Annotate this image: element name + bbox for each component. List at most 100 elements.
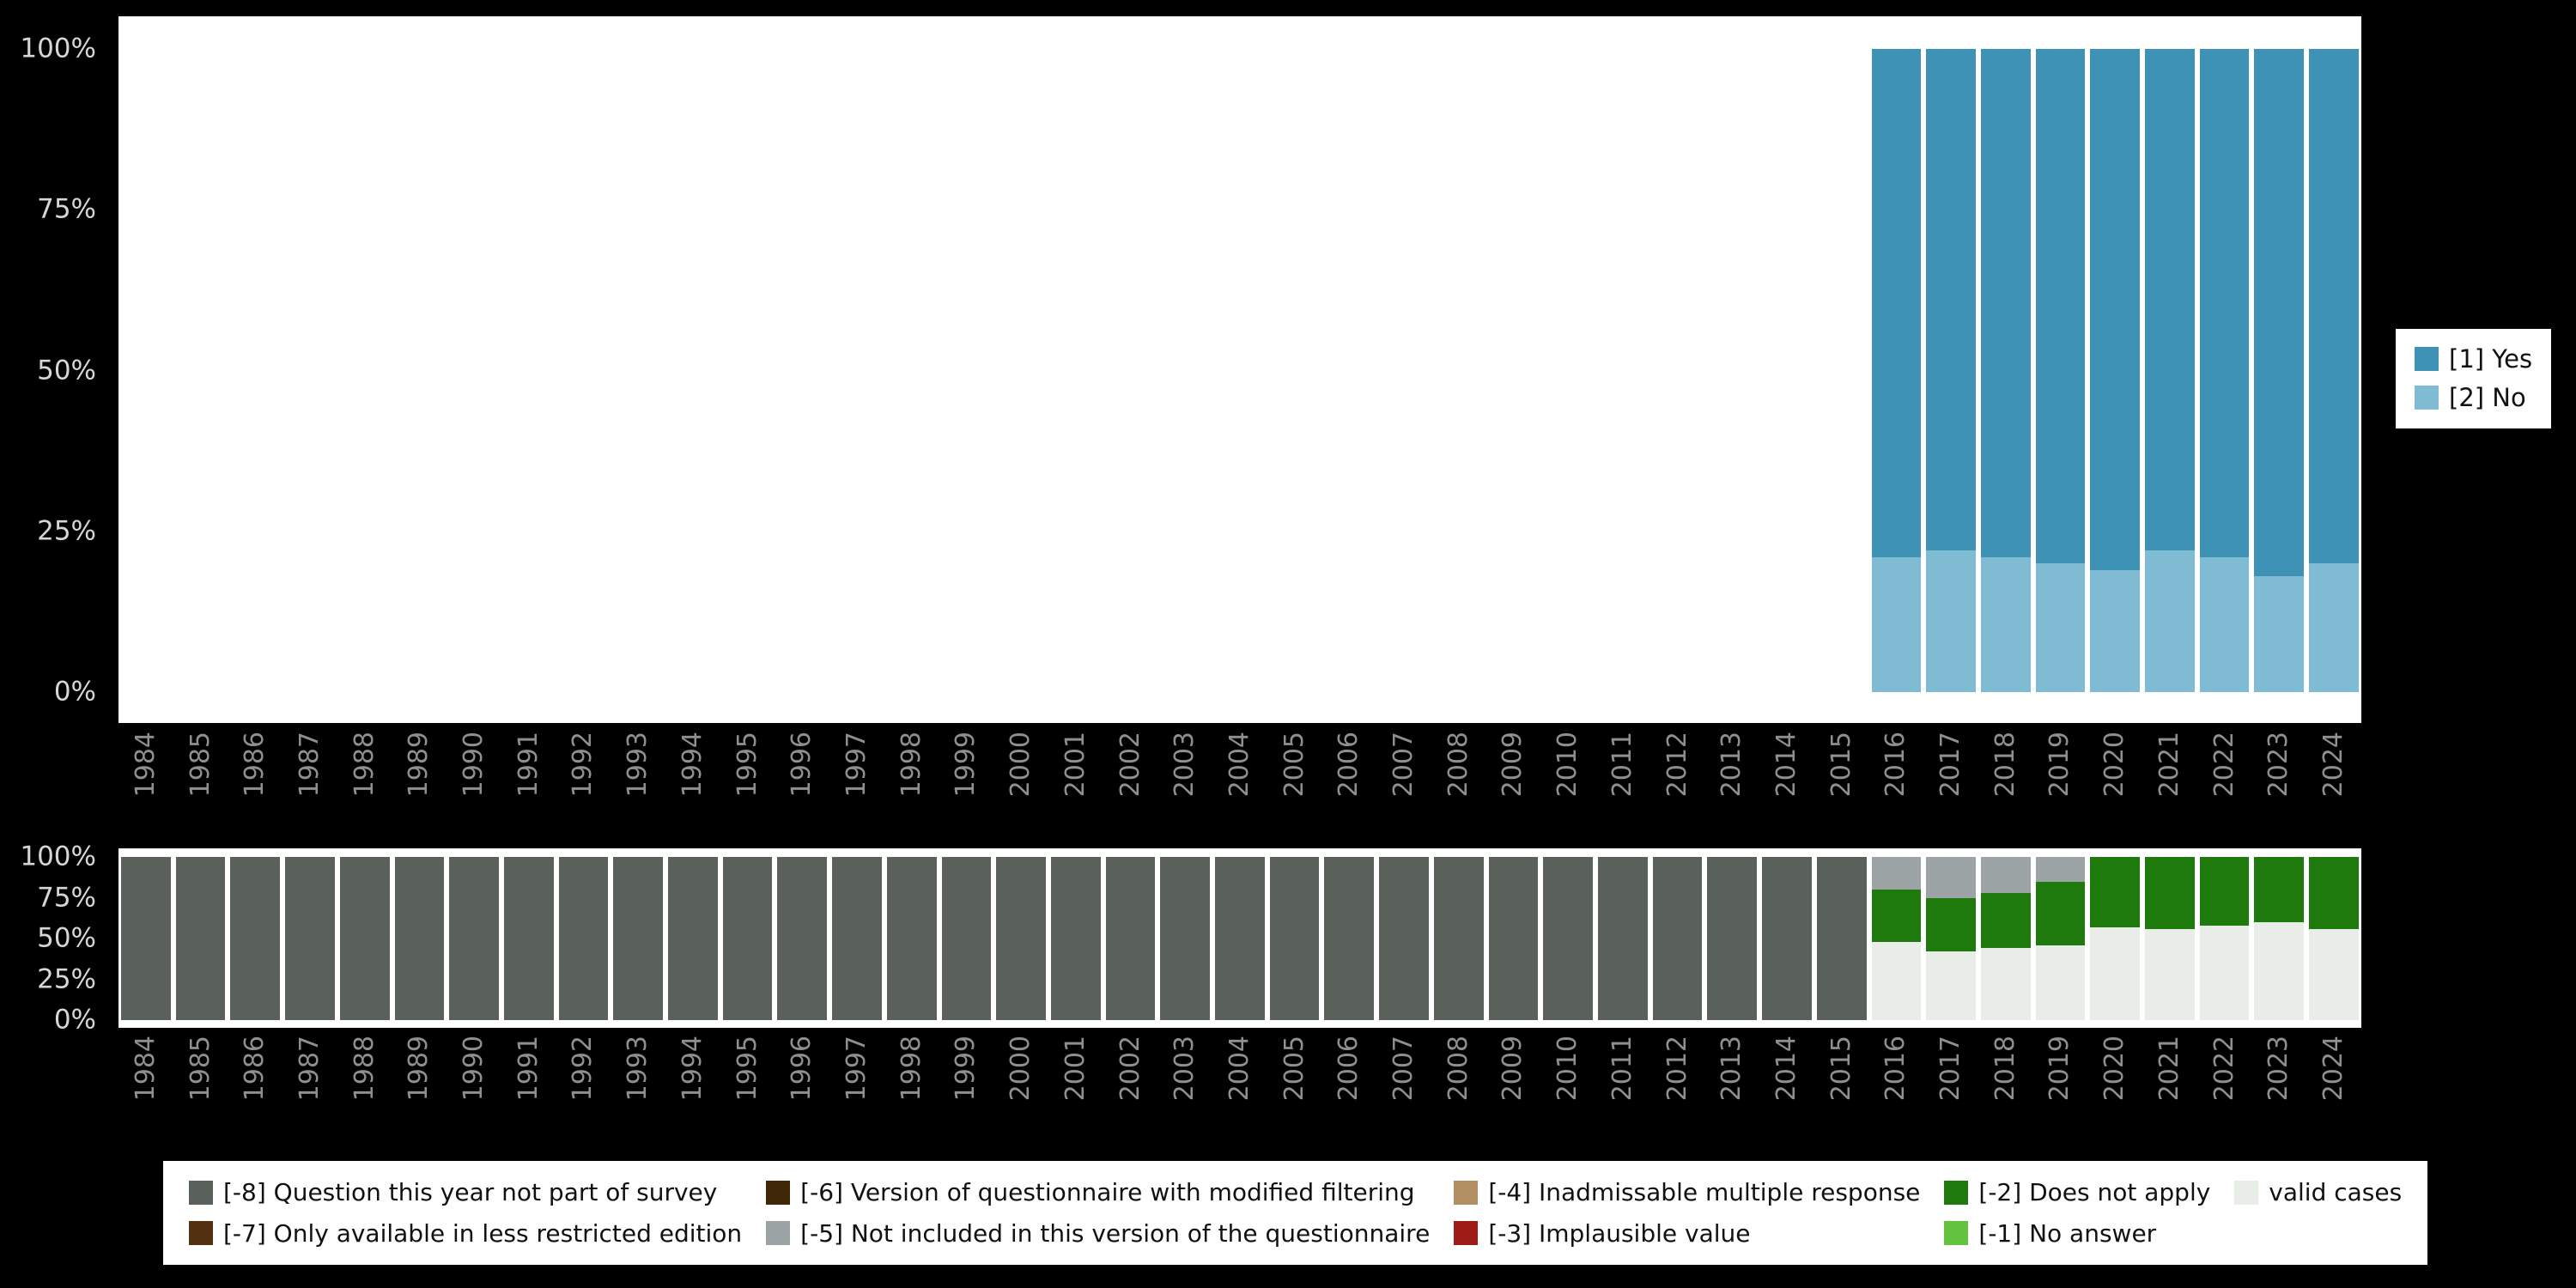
bar-1996 (775, 49, 829, 692)
legend-item-m8: [-8] Question this year not part of surv… (189, 1178, 742, 1207)
x-axis-label: 1988 (349, 732, 380, 798)
bar-1998 (884, 49, 939, 692)
x-axis-label: 2020 (2099, 732, 2130, 798)
x-axis-label: 1992 (568, 1036, 598, 1102)
x-axis-label: 2004 (1224, 1036, 1255, 1102)
x-axis-label: 1995 (732, 732, 762, 798)
x-axis-label: 2007 (1388, 1036, 1419, 1102)
bar-segment-no (1926, 550, 1976, 692)
x-axis-slot: 2014 (1759, 1036, 1814, 1147)
x-axis-label: 2001 (1060, 1036, 1091, 1102)
x-axis-label: 1990 (459, 1036, 489, 1102)
legend-key-m1 (1944, 1221, 1969, 1246)
bar-2007 (1376, 857, 1431, 1020)
bar-2000 (993, 49, 1048, 692)
x-axis-label: 2017 (1935, 732, 1966, 798)
bar-2022 (2197, 49, 2252, 692)
bar-1987 (283, 49, 337, 692)
x-axis-slot: 2015 (1814, 1036, 1869, 1147)
x-axis-slot: 1990 (447, 1036, 501, 1147)
bar-segment-no (2254, 576, 2305, 692)
bar-segment-m8 (285, 857, 335, 1020)
x-axis-slot: 1998 (884, 732, 939, 843)
x-axis-slot: 2008 (1431, 1036, 1486, 1147)
bar-segment-m8 (449, 857, 499, 1020)
bar-2003 (1157, 49, 1212, 692)
x-axis-slot: 2000 (993, 1036, 1048, 1147)
bar-segment-no (2035, 563, 2086, 692)
legend-label: [-4] Inadmissable multiple response (1488, 1178, 1921, 1206)
legend-item-m6: [-6] Version of questionnaire with modif… (766, 1178, 1430, 1207)
legend-item-m4: [-4] Inadmissable multiple response (1454, 1178, 1920, 1207)
legend-item-m7: [-7] Only available in less restricted e… (189, 1219, 742, 1249)
x-axis-slot: 2005 (1267, 732, 1322, 843)
bottom-chart-panel (118, 848, 2361, 1028)
x-axis-label: 2003 (1170, 732, 1200, 798)
x-axis-slot: 2017 (1923, 1036, 1978, 1147)
bar-segment-m2 (2090, 857, 2141, 927)
legend-label: [-3] Implausible value (1488, 1218, 1751, 1248)
bar-2004 (1212, 49, 1267, 692)
y-axis-tick-label: 100% (20, 841, 96, 872)
x-axis-label: 1998 (896, 732, 927, 798)
x-axis-slot: 2006 (1321, 1036, 1376, 1147)
legend-label: valid cases (2269, 1178, 2403, 1206)
legend-label: [-8] Question this year not part of surv… (223, 1178, 718, 1206)
bar-segment-m8 (1379, 857, 1429, 1020)
x-axis-slot: 1991 (501, 1036, 556, 1147)
legend-label: [-6] Version of questionnaire with modif… (800, 1178, 1415, 1206)
bar-1998 (884, 857, 939, 1020)
bar-2017 (1923, 857, 1978, 1020)
x-axis-label: 2024 (2318, 1036, 2348, 1102)
x-axis-label: 2020 (2099, 1036, 2130, 1102)
bar-segment-m5 (1980, 857, 2031, 893)
x-axis-slot: 1984 (118, 732, 173, 843)
bar-2008 (1431, 49, 1486, 692)
bar-1990 (447, 49, 501, 692)
x-axis-slot: 2024 (2306, 732, 2361, 843)
x-axis-label: 2001 (1060, 732, 1091, 798)
bar-1997 (829, 857, 884, 1020)
bar-2023 (2251, 49, 2306, 692)
bar-segment-m8 (1488, 857, 1539, 1020)
x-axis-slot: 1993 (611, 1036, 665, 1147)
legend-key-m7 (189, 1221, 213, 1246)
x-axis-label: 2024 (2318, 732, 2348, 798)
x-axis-slot: 2016 (1869, 732, 1924, 843)
x-axis-label: 2014 (1771, 1036, 1801, 1102)
top-chart-legend: [1] Yes [2] No (2396, 329, 2552, 428)
x-axis-slot: 2019 (2033, 1036, 2088, 1147)
x-axis-label: 1995 (732, 1036, 762, 1102)
x-axis-slot: 2018 (1978, 732, 2033, 843)
bar-1988 (337, 49, 392, 692)
bar-1989 (392, 49, 447, 692)
bar-1989 (392, 857, 447, 1020)
bar-2005 (1267, 857, 1322, 1020)
x-axis-slot: 1996 (775, 732, 829, 843)
x-axis-label: 2018 (1990, 1036, 2020, 1102)
x-axis-slot: 2005 (1267, 1036, 1322, 1147)
x-axis-slot: 2017 (1923, 732, 1978, 843)
x-axis-label: 2008 (1443, 732, 1473, 798)
x-axis-label: 1987 (294, 1036, 325, 1102)
y-axis-tick-label: 0% (53, 1004, 96, 1036)
bar-segment-m2 (2309, 857, 2359, 929)
bar-segment-m8 (722, 857, 773, 1020)
x-axis-slot: 1997 (829, 1036, 884, 1147)
x-axis-slot: 1998 (884, 1036, 939, 1147)
x-axis-slot: 2008 (1431, 732, 1486, 843)
bar-segment-m8 (1324, 857, 1375, 1020)
x-axis-label: 1984 (130, 1036, 161, 1102)
y-axis-tick-label: 25% (37, 963, 96, 994)
bar-segment-m8 (1762, 857, 1812, 1020)
bar-2020 (2087, 857, 2142, 1020)
bar-2013 (1704, 857, 1759, 1020)
bar-1986 (228, 49, 283, 692)
x-axis-slot: 1993 (611, 732, 665, 843)
bar-1991 (501, 49, 556, 692)
x-axis-slot: 2018 (1978, 1036, 2033, 1147)
x-axis-label: 2009 (1498, 732, 1528, 798)
bar-2020 (2087, 49, 2142, 692)
bar-segment-m8 (1707, 857, 1758, 1020)
